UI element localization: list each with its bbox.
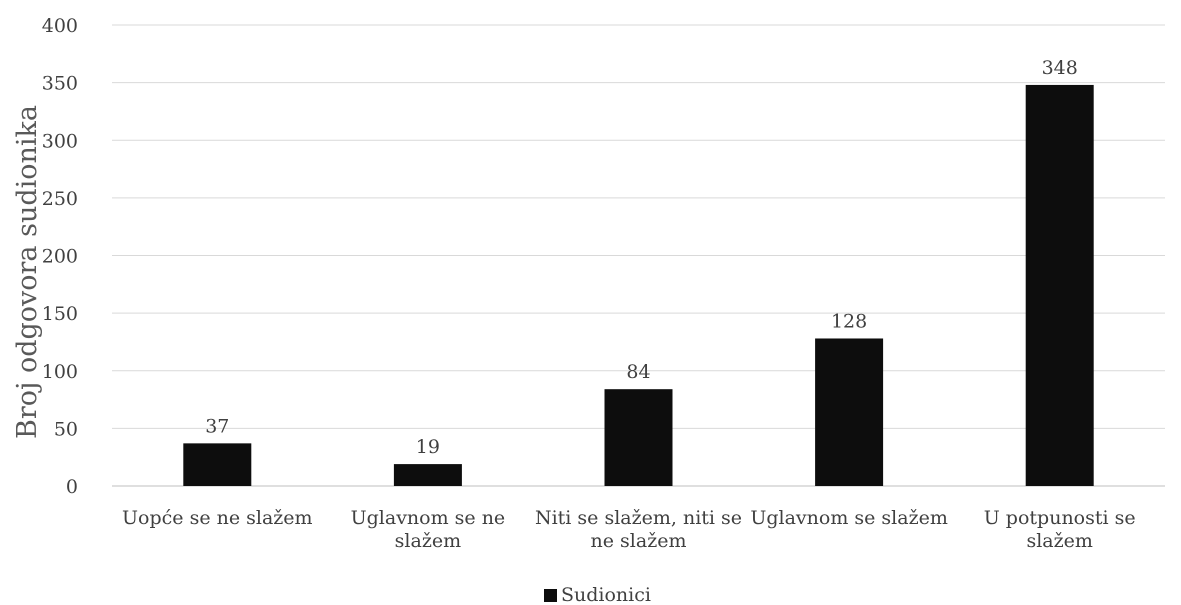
y-tick-label: 0 bbox=[66, 476, 78, 498]
y-tick-label: 400 bbox=[42, 15, 78, 37]
data-labels: 37 19 84 128 348 bbox=[205, 57, 1078, 458]
bar bbox=[183, 443, 252, 486]
gridlines bbox=[112, 24, 1165, 487]
y-tick-label: 50 bbox=[54, 418, 78, 440]
legend: Sudionici bbox=[544, 584, 651, 605]
bar bbox=[1025, 84, 1094, 487]
y-tick-label: 100 bbox=[42, 361, 78, 383]
bar bbox=[815, 338, 884, 486]
data-label: 128 bbox=[831, 310, 867, 332]
x-category-label: Niti se slažem, niti se ne slažem bbox=[535, 507, 742, 552]
y-tick-label: 250 bbox=[42, 188, 78, 210]
legend-label-sudionici: Sudionici bbox=[561, 584, 651, 605]
legend-swatch-sudionici bbox=[544, 589, 557, 602]
bar bbox=[604, 389, 673, 486]
x-category-label: Uglavnom se slažem bbox=[750, 507, 948, 529]
bars bbox=[183, 84, 1094, 487]
bar bbox=[393, 464, 462, 486]
y-axis-ticks: 0 50 100 150 200 250 300 350 400 bbox=[42, 15, 78, 498]
data-label: 19 bbox=[416, 436, 440, 458]
data-label: 37 bbox=[205, 415, 229, 437]
y-axis-title: Broj odgovora sudionika bbox=[12, 105, 43, 439]
data-label: 84 bbox=[626, 361, 650, 383]
y-tick-label: 300 bbox=[42, 130, 78, 152]
data-label: 348 bbox=[1042, 57, 1078, 79]
y-tick-label: 200 bbox=[42, 246, 78, 268]
x-category-label: Uopće se ne slažem bbox=[122, 507, 313, 529]
y-tick-label: 150 bbox=[42, 303, 78, 325]
x-axis-categories: Uopće se ne slažem Uglavnom se ne slažem Ni… bbox=[122, 507, 1136, 552]
x-category-label: Uglavnom se ne slažem bbox=[351, 507, 506, 552]
y-tick-label: 350 bbox=[42, 73, 78, 95]
x-category-label: U potpunosti se slažem bbox=[984, 507, 1136, 552]
